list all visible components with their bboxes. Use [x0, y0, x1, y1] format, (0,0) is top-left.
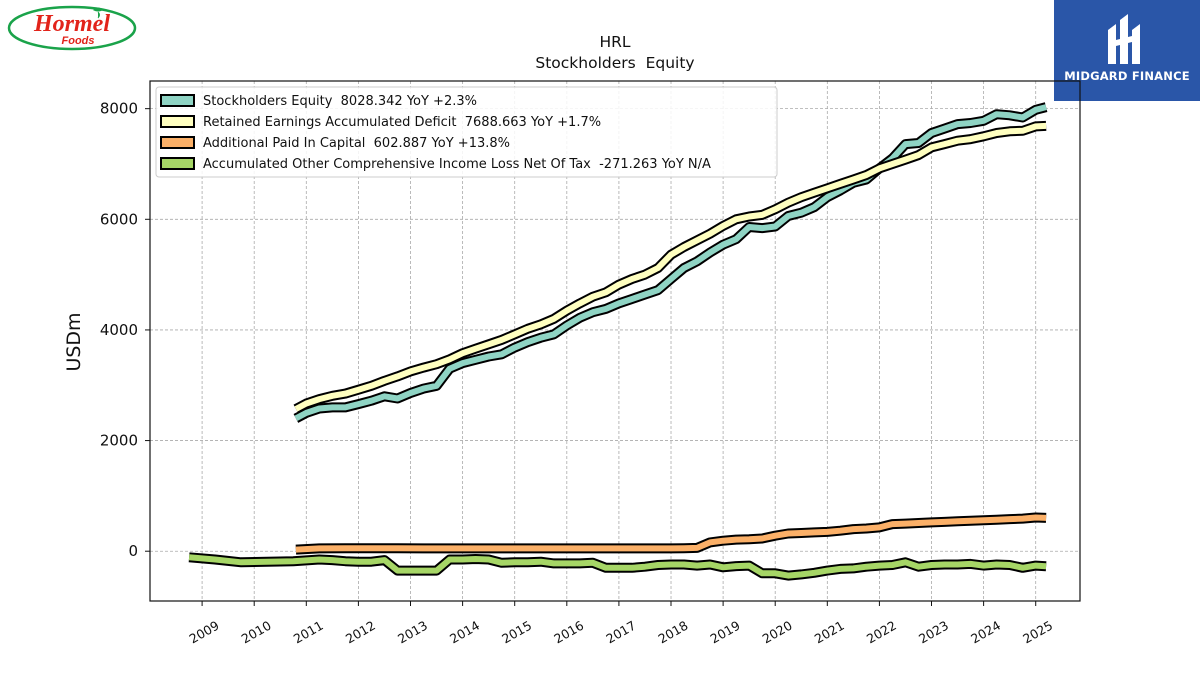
x-tick-label: 2016 — [551, 618, 586, 647]
x-tick-label: 2022 — [864, 618, 899, 647]
legend-entry: Accumulated Other Comprehensive Income L… — [203, 157, 711, 172]
x-tick-label: 2024 — [968, 618, 1003, 647]
y-tick-label: 4000 — [100, 321, 138, 339]
y-tick-label: 0 — [128, 542, 138, 560]
series-line-2 — [295, 514, 1047, 553]
legend-entry: Stockholders Equity 8028.342 YoY +2.3% — [203, 94, 477, 109]
y-tick-label: 8000 — [100, 100, 138, 118]
x-tick-label: 2014 — [447, 618, 482, 647]
x-tick-label: 2010 — [239, 618, 274, 647]
midgard-finance-name: MIDGARD FINANCE — [1064, 69, 1190, 83]
logo-word-foods: Foods — [62, 35, 95, 47]
midgard-mark-icon — [1108, 14, 1140, 64]
x-tick-label: 2009 — [187, 618, 222, 647]
chart-subtitle: Stockholders Equity — [535, 54, 694, 72]
legend-swatch — [160, 94, 195, 107]
series-line-1 — [294, 122, 1047, 412]
x-tick-label: 2023 — [916, 618, 951, 647]
series-lines — [188, 102, 1048, 581]
legend: Stockholders Equity 8028.342 YoY +2.3% Re… — [155, 86, 778, 178]
y-tick-label: 6000 — [100, 210, 138, 228]
x-tick-label: 2013 — [395, 618, 430, 647]
x-axis-ticks: 2009 2010 2011 2012 2013 2014 2015 2016 2017 2018… — [187, 601, 1055, 647]
legend-entry: Retained Earnings Accumulated Deficit 76… — [203, 115, 601, 130]
logo-leaf-icon — [93, 7, 103, 19]
logo-ring — [7, 5, 137, 51]
chart-title: HRL — [599, 33, 630, 51]
logo-word-hormel: Hormel — [33, 11, 110, 37]
y-tick-label: 2000 — [100, 432, 138, 450]
plot-frame — [149, 80, 1081, 602]
x-tick-label: 2020 — [760, 618, 795, 647]
legend-swatch — [160, 157, 195, 170]
legend-swatch — [160, 136, 195, 149]
x-tick-label: 2015 — [499, 618, 534, 647]
series-line-3 — [188, 554, 1047, 579]
x-tick-label: 2012 — [343, 618, 378, 647]
x-tick-label: 2018 — [655, 618, 690, 647]
x-tick-label: 2025 — [1020, 618, 1055, 647]
x-tick-label: 2017 — [603, 618, 638, 647]
y-axis-label: USDm — [63, 312, 85, 371]
y-axis-ticks: 0 2000 4000 6000 8000 — [100, 100, 150, 560]
hormel-foods-logo: Hormel Foods — [6, 4, 138, 52]
legend-box — [155, 86, 778, 178]
legend-swatch — [160, 115, 195, 128]
x-tick-label: 2011 — [291, 618, 326, 647]
series-line-0 — [294, 104, 1047, 422]
legend-entry: Additional Paid In Capital 602.887 YoY +… — [203, 136, 510, 151]
midgard-finance-logo: MIDGARD FINANCE — [1054, 0, 1200, 101]
x-tick-label: 2019 — [708, 618, 743, 647]
x-tick-label: 2021 — [812, 618, 847, 647]
